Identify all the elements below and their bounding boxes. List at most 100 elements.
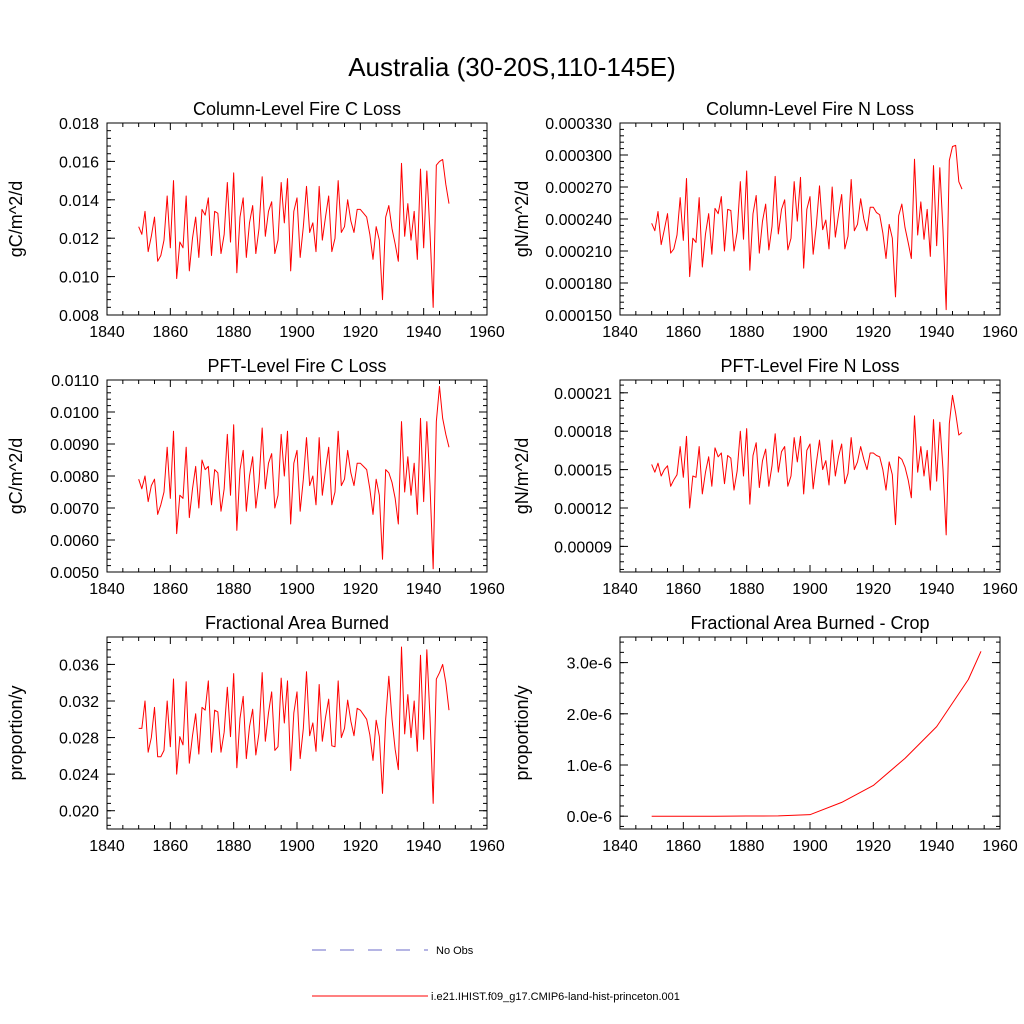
y-tick-label: 0.000150 — [545, 308, 612, 325]
panel-title: Column-Level Fire C Loss — [193, 99, 401, 119]
x-tick-label: 1860 — [666, 581, 702, 598]
x-tick-label: 1920 — [343, 324, 379, 341]
panels: Column-Level Fire C Loss gC/m^2/d 1840 1860… — [6, 99, 1018, 855]
y-axis-label: gC/m^2/d — [6, 438, 26, 514]
x-tick-label: 1940 — [919, 581, 955, 598]
x-tick-label: 1880 — [216, 838, 252, 855]
x-tick-label: 1880 — [216, 324, 252, 341]
y-tick-label: 0.016 — [59, 154, 99, 171]
x-tick-label: 1920 — [856, 324, 892, 341]
x-tick-label: 1940 — [919, 324, 955, 341]
x-tick-label: 1880 — [729, 324, 765, 341]
y-axis-label: gN/m^2/d — [512, 438, 532, 514]
y-tick-label: 0.024 — [59, 767, 99, 784]
y-tick-label: 0.00021 — [554, 386, 612, 403]
x-tick-label: 1840 — [89, 324, 125, 341]
y-axis-label: proportion/y — [6, 685, 26, 780]
y-tick-label: 0.0e-6 — [567, 809, 612, 826]
x-tick-label: 1920 — [343, 581, 379, 598]
y-tick-label: 0.00009 — [554, 539, 612, 556]
x-tick-label: 1960 — [469, 324, 505, 341]
x-tick-label: 1900 — [279, 581, 315, 598]
x-tick-label: 1860 — [153, 324, 189, 341]
y-tick-label: 0.00012 — [554, 501, 612, 518]
y-tick-label: 0.0110 — [51, 373, 99, 390]
y-tick-label: 0.0070 — [50, 501, 99, 518]
y-tick-label: 0.028 — [59, 731, 99, 748]
x-tick-label: 1900 — [792, 581, 828, 598]
x-tick-label: 1920 — [856, 581, 892, 598]
x-tick-label: 1920 — [343, 838, 379, 855]
legend: No Obs i.e21.IHIST.f09_g17.CMIP6-land-hi… — [312, 945, 680, 1003]
panel-col-n: Column-Level Fire N Loss gN/m^2/d 1840 1860… — [512, 99, 1018, 341]
y-tick-label: 0.000300 — [545, 148, 612, 165]
y-tick-label: 0.000210 — [545, 244, 612, 261]
y-tick-label: 0.014 — [59, 193, 99, 210]
x-tick-label: 1960 — [469, 838, 505, 855]
y-tick-label: 3.0e-6 — [567, 656, 612, 673]
x-tick-label: 1840 — [89, 581, 125, 598]
panel-crop: Fractional Area Burned - Crop proportion/… — [512, 613, 1018, 855]
x-tick-label: 1860 — [666, 838, 702, 855]
x-tick-label: 1900 — [279, 324, 315, 341]
x-tick-label: 1940 — [406, 838, 442, 855]
panel-title: PFT-Level Fire N Loss — [720, 356, 899, 376]
x-tick-label: 1840 — [89, 838, 125, 855]
panel-frac: Fractional Area Burned proportion/y 1840 18… — [6, 613, 505, 855]
x-tick-label: 1960 — [982, 838, 1018, 855]
x-tick-label: 1960 — [469, 581, 505, 598]
y-tick-label: 0.0060 — [50, 533, 99, 550]
y-tick-label: 0.0090 — [50, 437, 99, 454]
x-tick-label: 1880 — [729, 838, 765, 855]
panel-title: Column-Level Fire N Loss — [706, 99, 914, 119]
y-tick-label: 0.020 — [59, 804, 99, 821]
x-tick-label: 1960 — [982, 324, 1018, 341]
series-line-crop — [651, 651, 982, 817]
x-tick-label: 1880 — [729, 581, 765, 598]
x-tick-label: 1900 — [792, 838, 828, 855]
x-tick-label: 1860 — [666, 324, 702, 341]
y-tick-label: 2.0e-6 — [567, 707, 612, 724]
y-tick-label: 0.0100 — [50, 405, 99, 422]
x-tick-label: 1900 — [792, 324, 828, 341]
series-line-pft-n — [651, 394, 963, 536]
y-axis-label: gN/m^2/d — [512, 181, 532, 257]
x-tick-label: 1920 — [856, 838, 892, 855]
y-tick-label: 0.00018 — [554, 424, 612, 441]
panel-pft-n: PFT-Level Fire N Loss gN/m^2/d 1840 1860 188… — [512, 356, 1018, 598]
panel-title: Fractional Area Burned — [205, 613, 389, 633]
y-tick-label: 0.0080 — [50, 469, 99, 486]
x-tick-label: 1940 — [919, 838, 955, 855]
y-tick-label: 0.000330 — [545, 116, 612, 133]
y-tick-label: 0.018 — [59, 116, 99, 133]
panel-pft-c: PFT-Level Fire C Loss gC/m^2/d 1840 1860 188… — [6, 356, 505, 598]
x-tick-label: 1840 — [602, 838, 638, 855]
panel-title: PFT-Level Fire C Loss — [207, 356, 386, 376]
x-tick-label: 1860 — [153, 838, 189, 855]
y-tick-label: 0.000180 — [545, 276, 612, 293]
legend-obs-label: No Obs — [436, 945, 474, 957]
series-line-col-n — [651, 144, 963, 311]
y-tick-label: 0.012 — [59, 231, 99, 248]
y-axis-label: gC/m^2/d — [6, 181, 26, 257]
y-tick-label: 0.0050 — [50, 565, 99, 582]
y-tick-label: 0.010 — [59, 270, 99, 287]
x-tick-label: 1840 — [602, 581, 638, 598]
x-tick-label: 1940 — [406, 324, 442, 341]
x-tick-label: 1840 — [602, 324, 638, 341]
panel-title: Fractional Area Burned - Crop — [690, 613, 929, 633]
legend-model-label: i.e21.IHIST.f09_g17.CMIP6-land-hist-prin… — [431, 991, 680, 1003]
x-tick-label: 1900 — [279, 838, 315, 855]
panel-col-c: Column-Level Fire C Loss gC/m^2/d 1840 1860… — [6, 99, 505, 341]
y-tick-label: 0.036 — [59, 657, 99, 674]
series-line-frac — [138, 646, 450, 804]
y-tick-label: 0.000240 — [545, 212, 612, 229]
x-tick-label: 1860 — [153, 581, 189, 598]
figure-title: Australia (30-20S,110-145E) — [348, 52, 676, 82]
x-tick-label: 1880 — [216, 581, 252, 598]
y-tick-label: 1.0e-6 — [567, 758, 612, 775]
y-tick-label: 0.00015 — [554, 463, 612, 480]
y-tick-label: 0.032 — [59, 694, 99, 711]
